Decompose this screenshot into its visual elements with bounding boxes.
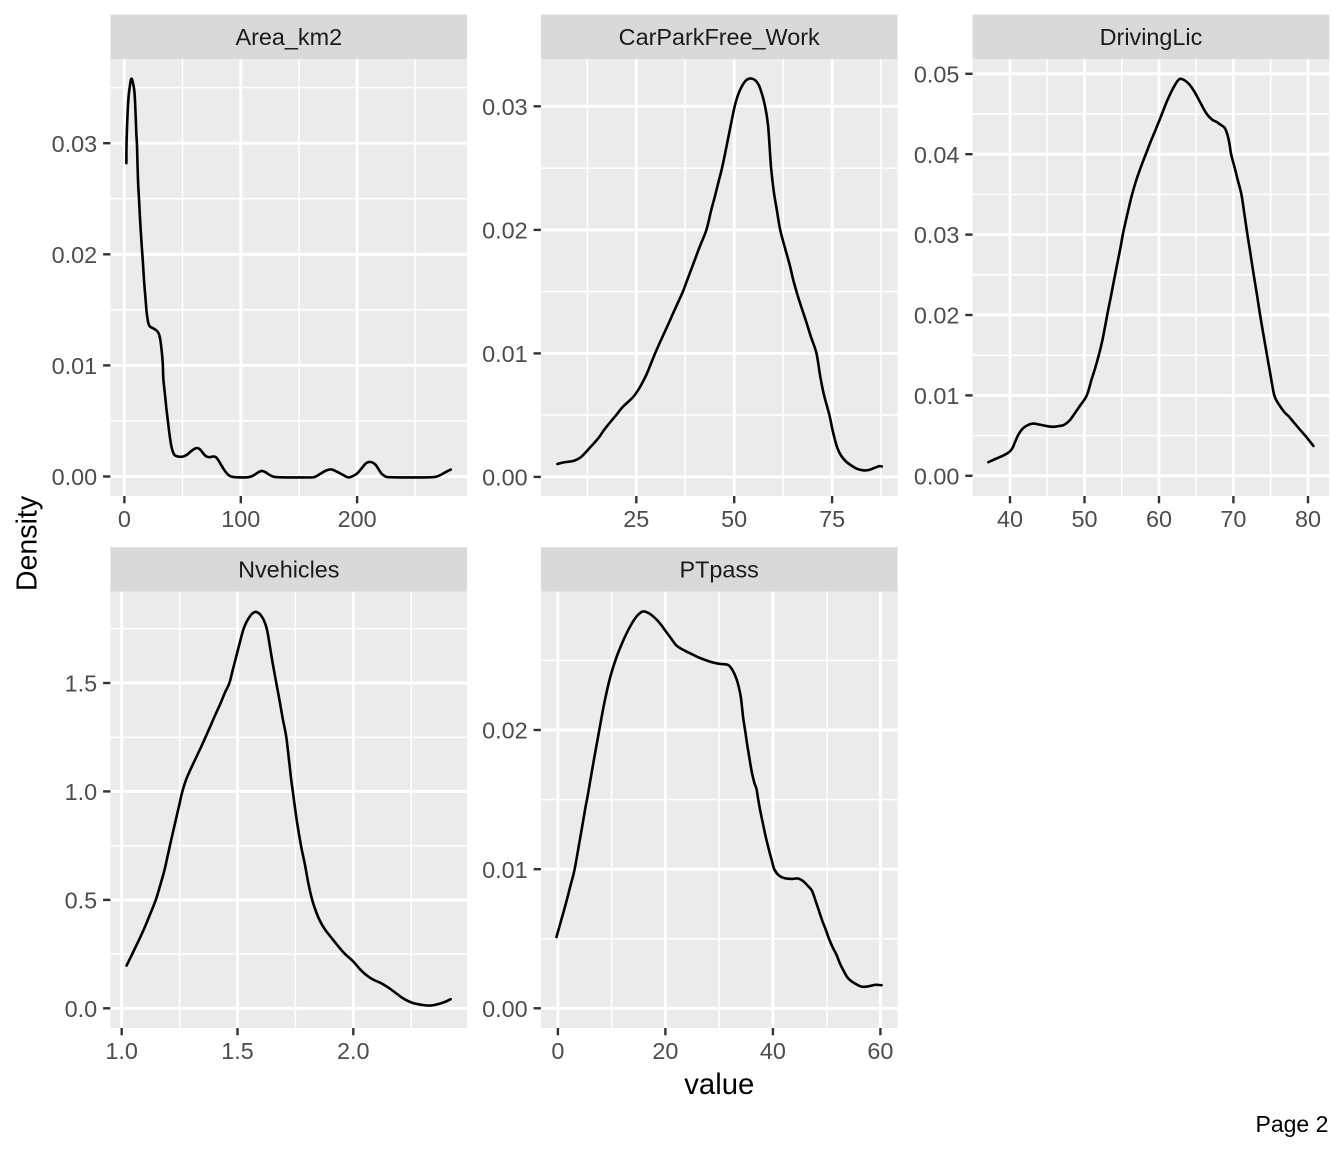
svg-text:50: 50 <box>1071 506 1097 532</box>
svg-text:0.01: 0.01 <box>52 353 98 379</box>
svg-text:1.5: 1.5 <box>65 671 98 697</box>
svg-text:80: 80 <box>1295 506 1321 532</box>
svg-text:CarParkFree_Work: CarParkFree_Work <box>619 24 820 50</box>
svg-text:0.02: 0.02 <box>482 218 528 244</box>
svg-text:1.5: 1.5 <box>221 1038 254 1064</box>
svg-text:0.01: 0.01 <box>914 383 960 409</box>
svg-text:0.02: 0.02 <box>914 303 960 329</box>
svg-text:70: 70 <box>1220 506 1246 532</box>
svg-text:Nvehicles: Nvehicles <box>238 556 339 582</box>
svg-text:0.00: 0.00 <box>52 464 98 490</box>
svg-text:0.04: 0.04 <box>914 142 960 168</box>
svg-text:60: 60 <box>867 1038 893 1064</box>
svg-text:1.0: 1.0 <box>65 779 98 805</box>
svg-text:50: 50 <box>721 506 747 532</box>
svg-text:0.5: 0.5 <box>65 888 98 914</box>
svg-text:Area_km2: Area_km2 <box>235 24 342 50</box>
svg-text:0.00: 0.00 <box>482 465 528 491</box>
svg-text:20: 20 <box>652 1038 678 1064</box>
svg-text:0.02: 0.02 <box>52 242 98 268</box>
svg-text:0.05: 0.05 <box>914 61 960 87</box>
svg-text:0.00: 0.00 <box>482 996 528 1022</box>
svg-text:60: 60 <box>1146 506 1172 532</box>
svg-text:value: value <box>684 1068 754 1101</box>
svg-text:0.03: 0.03 <box>52 131 98 157</box>
svg-text:100: 100 <box>221 506 260 532</box>
svg-text:200: 200 <box>338 506 377 532</box>
svg-text:0: 0 <box>118 506 131 532</box>
svg-text:0.03: 0.03 <box>914 222 960 248</box>
svg-text:0.01: 0.01 <box>482 857 528 883</box>
svg-text:0.02: 0.02 <box>482 718 528 744</box>
svg-text:Density: Density <box>11 495 43 591</box>
svg-text:40: 40 <box>997 506 1023 532</box>
svg-text:40: 40 <box>760 1038 786 1064</box>
svg-text:0.00: 0.00 <box>914 463 960 489</box>
svg-text:PTpass: PTpass <box>680 556 759 582</box>
svg-text:0.01: 0.01 <box>482 341 528 367</box>
svg-text:75: 75 <box>819 506 845 532</box>
svg-text:0: 0 <box>551 1038 564 1064</box>
svg-text:1.0: 1.0 <box>105 1038 138 1064</box>
svg-text:2.0: 2.0 <box>337 1038 370 1064</box>
svg-text:Page 2: Page 2 <box>1255 1111 1328 1137</box>
svg-text:0.0: 0.0 <box>65 996 98 1022</box>
svg-text:DrivingLic: DrivingLic <box>1100 24 1203 50</box>
svg-text:25: 25 <box>623 506 649 532</box>
svg-text:0.03: 0.03 <box>482 94 528 120</box>
